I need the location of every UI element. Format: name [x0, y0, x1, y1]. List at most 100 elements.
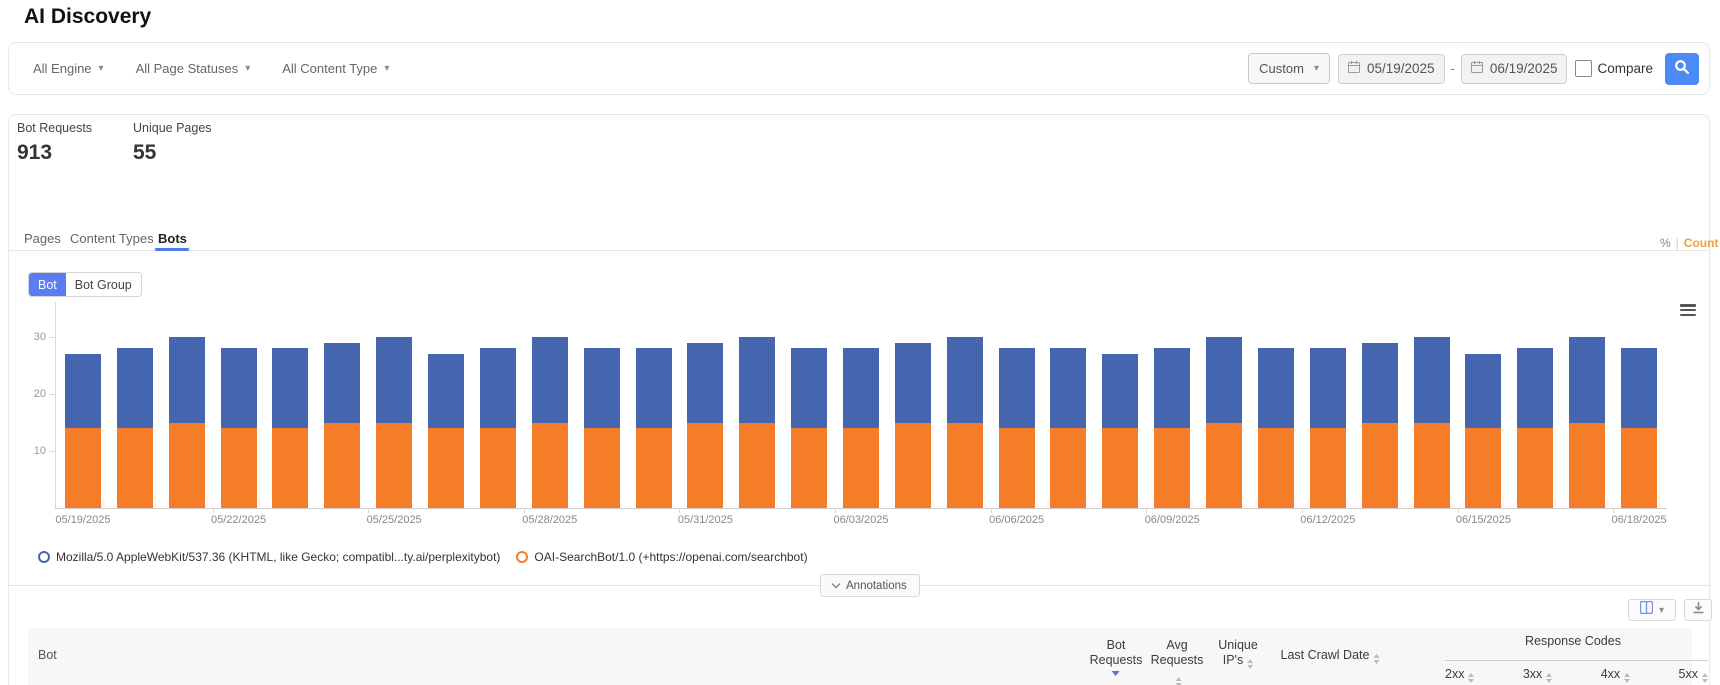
bar-05-23-2025[interactable] [272, 348, 309, 508]
caret-down-icon: ▾ [1313, 63, 1319, 74]
active-tab-underline [155, 248, 189, 251]
bar-06-02-2025[interactable] [791, 348, 828, 508]
x-axis-label: 06/18/2025 [1611, 514, 1667, 526]
tab-content-types[interactable]: Content Types [70, 231, 154, 246]
bar-06-04-2025[interactable] [894, 342, 931, 508]
column-header-2xx[interactable]: 2xx [1445, 667, 1475, 683]
column-header-4xx[interactable]: 4xx [1601, 667, 1631, 683]
bar-05-25-2025[interactable] [376, 337, 413, 508]
bar-06-17-2025[interactable] [1569, 337, 1606, 508]
content-type-dropdown-label: All Content Type [282, 61, 378, 76]
hamburger-menu-icon[interactable] [1680, 304, 1696, 316]
tab-bots[interactable]: Bots [158, 231, 187, 246]
bar-06-05-2025[interactable] [946, 337, 983, 508]
date-from-input[interactable]: 05/19/2025 [1337, 53, 1445, 84]
bar-05-21-2025[interactable] [168, 337, 205, 508]
bar-segment-oai-searchbot [479, 428, 516, 508]
bar-segment-oai-searchbot [1050, 428, 1087, 508]
date-to-value: 06/19/2025 [1489, 61, 1558, 76]
bar-segment-oai-searchbot [1413, 422, 1450, 508]
response-codes-underline [1445, 660, 1708, 661]
bar-05-26-2025[interactable] [428, 354, 465, 508]
x-axis-tick [368, 508, 370, 513]
bar-segment-perplexitybot [635, 348, 672, 429]
bot-toggle-option[interactable]: Bot [29, 273, 66, 296]
download-button[interactable] [1684, 599, 1712, 621]
bar-05-19-2025[interactable] [64, 354, 101, 508]
bot-group-toggle-option[interactable]: Bot Group [65, 273, 141, 296]
bar-06-06-2025[interactable] [998, 348, 1035, 508]
bar-06-07-2025[interactable] [1050, 348, 1087, 508]
column-header-5xx[interactable]: 5xx [1679, 667, 1708, 683]
x-axis-label: 06/06/2025 [989, 514, 1045, 526]
bar-05-27-2025[interactable] [479, 348, 516, 508]
bar-05-28-2025[interactable] [531, 337, 568, 508]
column-header-bot-requests[interactable]: Bot Requests [1090, 638, 1142, 676]
bar-06-15-2025[interactable] [1465, 354, 1502, 508]
bar-segment-oai-searchbot [1257, 428, 1294, 508]
x-axis-tick [1146, 508, 1148, 513]
bar-segment-oai-searchbot [1102, 428, 1139, 508]
bar-segment-oai-searchbot [168, 422, 205, 508]
bar-segment-perplexitybot [1309, 348, 1346, 429]
count-option[interactable]: Count [1683, 236, 1719, 250]
bar-06-01-2025[interactable] [739, 337, 776, 508]
bar-06-09-2025[interactable] [1154, 348, 1191, 508]
percent-option[interactable]: % [1660, 236, 1671, 250]
download-icon [1692, 601, 1705, 619]
bar-segment-oai-searchbot [1206, 422, 1243, 508]
toggle-separator: | [1675, 236, 1679, 250]
date-to-input[interactable]: 06/19/2025 [1460, 53, 1568, 84]
x-axis-label: 05/25/2025 [366, 514, 422, 526]
sort-arrows-icon [1701, 673, 1708, 683]
percent-count-toggle: % | Count [1660, 236, 1718, 250]
search-button[interactable] [1665, 52, 1699, 85]
bar-06-14-2025[interactable] [1413, 337, 1450, 508]
bar-06-18-2025[interactable] [1621, 348, 1658, 508]
bar-segment-oai-searchbot [531, 422, 568, 508]
bar-05-30-2025[interactable] [635, 348, 672, 508]
bar-05-29-2025[interactable] [583, 348, 620, 508]
columns-button[interactable]: ▾ [1628, 599, 1676, 621]
bar-segment-oai-searchbot [376, 422, 413, 508]
legend-item-oai-searchbot[interactable]: OAI-SearchBot/1.0 (+https://openai.com/s… [516, 550, 808, 564]
bar-segment-perplexitybot [1361, 342, 1398, 423]
bar-segment-perplexitybot [64, 354, 101, 429]
column-header-last-crawl-date[interactable]: Last Crawl Date [1281, 648, 1380, 664]
y-axis-tick [49, 394, 55, 395]
x-axis-tick [1301, 508, 1303, 513]
bar-06-03-2025[interactable] [843, 348, 879, 508]
bar-segment-perplexitybot [324, 342, 361, 423]
unique-pages-stat-label: Unique Pages [133, 121, 212, 135]
bar-segment-oai-searchbot [894, 422, 931, 508]
calendar-icon [1347, 61, 1360, 76]
legend-label-oai-searchbot: OAI-SearchBot/1.0 (+https://openai.com/s… [534, 550, 808, 564]
page-statuses-dropdown[interactable]: All Page Statuses ▾ [136, 61, 251, 76]
bar-06-11-2025[interactable] [1257, 348, 1294, 508]
tab-pages[interactable]: Pages [24, 231, 61, 246]
annotations-button[interactable]: Annotations [820, 574, 920, 597]
bar-05-22-2025[interactable] [220, 348, 257, 508]
bar-segment-oai-searchbot [324, 422, 361, 508]
column-header-avg-requests[interactable]: Avg Requests [1151, 638, 1203, 685]
bar-05-24-2025[interactable] [324, 342, 361, 508]
engine-dropdown[interactable]: All Engine ▾ [33, 61, 104, 76]
bar-segment-oai-searchbot [272, 428, 309, 508]
legend-item-perplexitybot[interactable]: Mozilla/5.0 AppleWebKit/537.36 (KHTML, l… [38, 550, 500, 564]
content-type-dropdown[interactable]: All Content Type ▾ [282, 61, 389, 76]
bar-06-10-2025[interactable] [1206, 337, 1243, 508]
range-preset-select[interactable]: Custom ▾ [1248, 53, 1330, 84]
column-header-3xx[interactable]: 3xx [1523, 667, 1553, 683]
bar-segment-oai-searchbot [1621, 428, 1658, 508]
compare-checkbox[interactable] [1575, 60, 1593, 77]
bar-06-12-2025[interactable] [1309, 348, 1346, 508]
bar-segment-perplexitybot [791, 348, 828, 429]
column-header-unique-ips[interactable]: Unique IP's [1218, 638, 1258, 669]
x-axis-label: 06/12/2025 [1300, 514, 1356, 526]
bar-06-08-2025[interactable] [1102, 354, 1139, 508]
bar-05-31-2025[interactable] [687, 342, 724, 508]
bar-06-13-2025[interactable] [1361, 342, 1398, 508]
x-axis-tick [523, 508, 525, 513]
bar-06-16-2025[interactable] [1517, 348, 1554, 508]
bar-05-20-2025[interactable] [116, 348, 153, 508]
